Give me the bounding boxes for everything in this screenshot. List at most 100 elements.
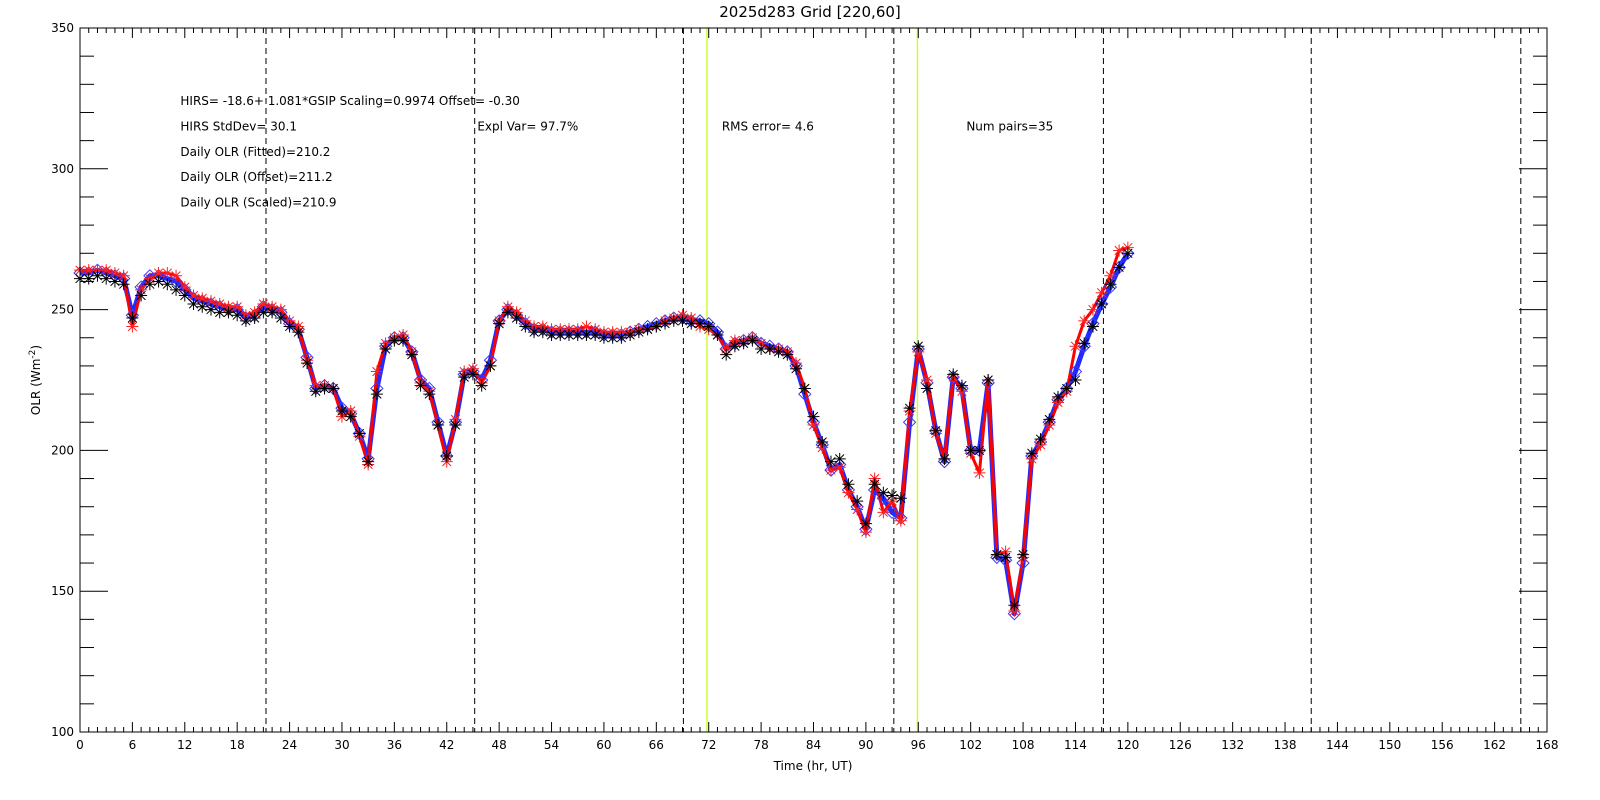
y-tick-label-4: 300 bbox=[51, 162, 74, 176]
annotation-4: Num pairs=35 bbox=[966, 120, 1053, 134]
x-tick-label-22: 132 bbox=[1221, 738, 1244, 752]
x-tick-label-23: 138 bbox=[1274, 738, 1297, 752]
asterisk-marker-2-93 bbox=[886, 489, 899, 502]
asterisk-marker-1-15 bbox=[204, 295, 217, 308]
asterisk-marker-2-120 bbox=[1121, 247, 1134, 260]
asterisk-marker-2-28 bbox=[318, 382, 331, 395]
asterisk-marker-2-49 bbox=[501, 306, 514, 319]
axes: 0 6 12 18 24 30 36 42 48 54 60 66 72 78 84 90 96 102 108 11… bbox=[51, 21, 1558, 752]
asterisk-marker-2-82 bbox=[790, 362, 803, 375]
diamond-marker-0-95 bbox=[902, 415, 917, 429]
asterisk-marker-1-117 bbox=[1095, 286, 1108, 299]
asterisk-marker-2-88 bbox=[842, 478, 855, 491]
diamond-marker-0-104 bbox=[981, 376, 995, 390]
asterisk-marker-2-18 bbox=[231, 309, 244, 322]
x-tick-label-4: 24 bbox=[282, 738, 297, 752]
asterisk-marker-2-69 bbox=[676, 314, 689, 327]
plot-frame bbox=[79, 27, 1548, 733]
asterisk-marker-2-75 bbox=[728, 340, 741, 353]
chart-title: 2025d283 Grid [220,60] bbox=[719, 3, 901, 21]
asterisk-marker-2-30 bbox=[335, 404, 348, 417]
asterisk-marker-1-87 bbox=[833, 461, 846, 474]
asterisk-marker-2-101 bbox=[955, 379, 968, 392]
asterisk-marker-1-10 bbox=[161, 266, 174, 279]
asterisk-marker-2-112 bbox=[1052, 390, 1064, 403]
asterisk-marker-1-13 bbox=[187, 289, 200, 302]
diamond-marker-0-106 bbox=[998, 553, 1013, 567]
asterisk-marker-2-72 bbox=[702, 320, 715, 333]
asterisk-marker-2-104 bbox=[982, 374, 995, 386]
x-tick-label-17: 102 bbox=[959, 738, 982, 752]
asterisk-marker-2-56 bbox=[563, 328, 575, 341]
asterisk-marker-2-9 bbox=[152, 275, 165, 288]
asterisk-marker-2-106 bbox=[999, 551, 1012, 564]
asterisk-marker-1-23 bbox=[274, 303, 287, 316]
asterisk-marker-1-1 bbox=[82, 264, 95, 277]
asterisk-marker-2-92 bbox=[877, 486, 890, 499]
x-axis-label: Time (hr, UT) bbox=[773, 759, 853, 773]
x-tick-label-12: 72 bbox=[701, 738, 716, 752]
diamond-marker-0-115 bbox=[1077, 339, 1091, 353]
asterisk-marker-2-73 bbox=[711, 328, 724, 341]
asterisk-marker-2-113 bbox=[1060, 382, 1073, 395]
asterisk-marker-1-86 bbox=[824, 464, 837, 477]
y-axis-label-sup: -2 bbox=[28, 350, 38, 359]
asterisk-marker-2-77 bbox=[746, 334, 759, 347]
asterisk-marker-2-81 bbox=[781, 348, 794, 361]
asterisk-marker-2-37 bbox=[397, 334, 410, 347]
x-tick-label-10: 60 bbox=[596, 738, 611, 752]
annotation-1: HIRS StdDev= 30.1 bbox=[180, 120, 297, 134]
asterisk-marker-2-47 bbox=[484, 359, 497, 372]
asterisk-marker-1-21 bbox=[257, 297, 270, 310]
diamond-marker-0-99 bbox=[937, 454, 952, 469]
asterisk-marker-2-109 bbox=[1025, 447, 1038, 460]
y-axis-label-main: OLR (Wm bbox=[29, 359, 43, 416]
asterisk-marker-2-91 bbox=[868, 478, 881, 491]
asterisk-marker-2-2 bbox=[91, 269, 104, 282]
asterisk-marker-2-61 bbox=[606, 331, 619, 344]
asterisk-marker-2-26 bbox=[301, 357, 314, 370]
asterisk-marker-2-58 bbox=[580, 328, 593, 341]
asterisk-marker-2-67 bbox=[659, 317, 672, 330]
data-markers bbox=[73, 241, 1135, 621]
y-axis-label-close: ) bbox=[29, 345, 43, 350]
asterisk-marker-1-115 bbox=[1078, 314, 1091, 327]
asterisk-marker-2-85 bbox=[816, 435, 829, 448]
asterisk-marker-2-74 bbox=[720, 348, 733, 361]
asterisk-marker-2-111 bbox=[1043, 413, 1056, 426]
asterisk-marker-2-68 bbox=[667, 314, 680, 327]
asterisk-marker-1-58 bbox=[580, 320, 593, 333]
asterisk-marker-1-97 bbox=[921, 374, 934, 386]
asterisk-marker-1-9 bbox=[152, 266, 165, 279]
asterisk-marker-2-1 bbox=[82, 272, 95, 285]
asterisk-marker-2-52 bbox=[528, 326, 541, 339]
asterisk-marker-2-102 bbox=[964, 444, 977, 457]
asterisk-marker-2-103 bbox=[973, 444, 986, 457]
asterisk-marker-2-35 bbox=[379, 343, 392, 356]
asterisk-marker-2-34 bbox=[370, 388, 383, 401]
reference-lines bbox=[265, 28, 1522, 732]
x-tick-label-16: 96 bbox=[911, 738, 926, 752]
asterisk-marker-1-34 bbox=[370, 365, 383, 378]
y-tick-label-2: 200 bbox=[51, 443, 74, 457]
y-axis-label: OLR (Wm-2) bbox=[28, 345, 43, 415]
x-tick-label-9: 54 bbox=[544, 738, 559, 752]
asterisk-marker-2-90 bbox=[859, 517, 872, 530]
annotation-7: Daily OLR (Scaled)=210.9 bbox=[180, 196, 336, 210]
diamond-marker-0-93 bbox=[885, 505, 899, 520]
x-tick-label-6: 36 bbox=[387, 738, 402, 752]
x-tick-label-13: 78 bbox=[753, 738, 768, 752]
asterisk-marker-2-43 bbox=[449, 419, 462, 432]
asterisk-marker-2-29 bbox=[327, 382, 340, 395]
x-tick-label-28: 168 bbox=[1536, 738, 1559, 752]
asterisk-marker-2-36 bbox=[388, 334, 401, 347]
asterisk-marker-1-118 bbox=[1104, 269, 1117, 282]
asterisk-marker-2-107 bbox=[1008, 599, 1021, 612]
asterisk-marker-1-84 bbox=[807, 419, 820, 432]
asterisk-marker-2-4 bbox=[108, 275, 121, 288]
asterisk-marker-2-17 bbox=[222, 306, 235, 319]
diamond-marker-0-105 bbox=[990, 550, 1004, 565]
asterisk-marker-2-41 bbox=[432, 419, 445, 432]
asterisk-marker-2-89 bbox=[851, 495, 864, 508]
